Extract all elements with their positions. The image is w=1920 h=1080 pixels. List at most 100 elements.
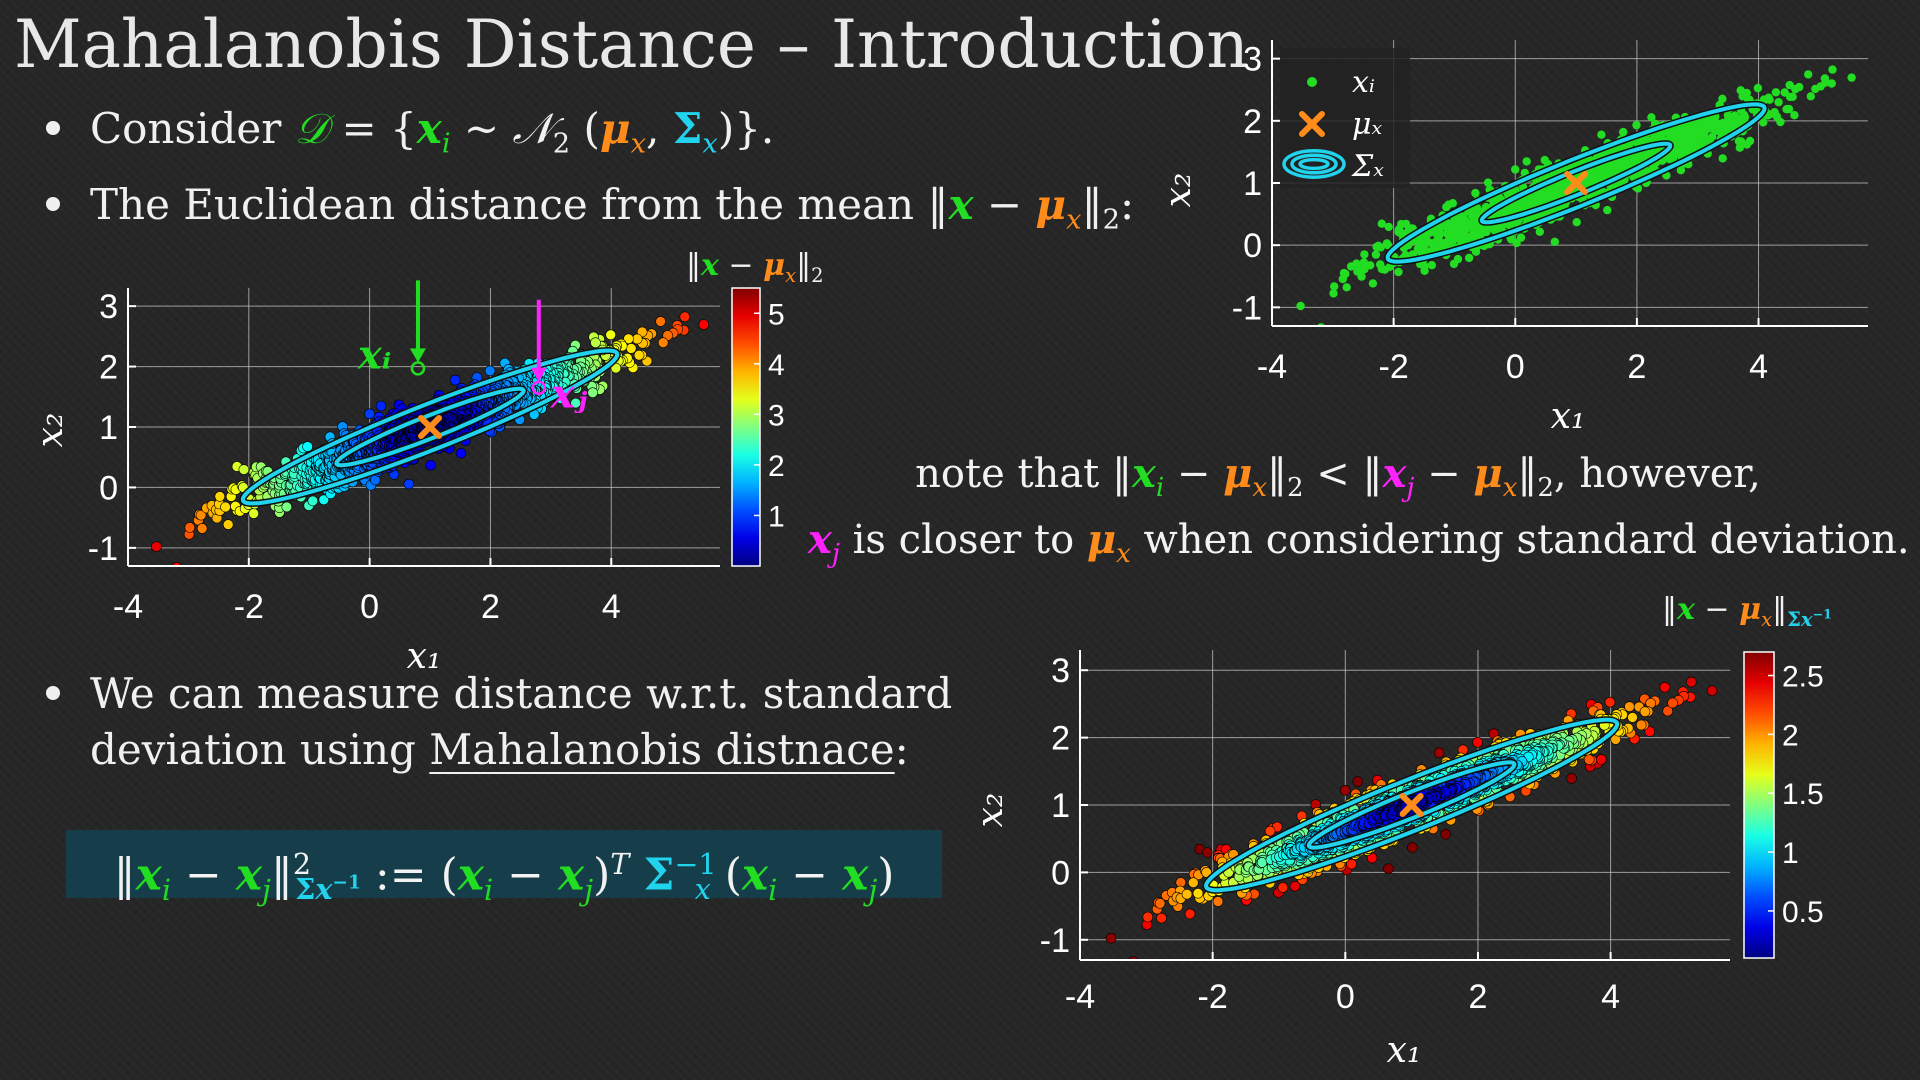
y-tick-label: 3: [1051, 652, 1070, 690]
data-point: [1718, 154, 1727, 163]
data-point: [1731, 675, 1741, 685]
data-point: [1476, 231, 1485, 240]
colorbar-tick-label: 2: [1782, 719, 1799, 752]
data-point: [1689, 138, 1698, 147]
data-point: [1535, 227, 1545, 236]
data-point: [1329, 289, 1338, 298]
y-tick-label: 1: [99, 409, 118, 447]
data-point: [1467, 233, 1476, 242]
data-point: [698, 319, 710, 330]
data-point: [195, 509, 207, 521]
legend-label: Σₓ: [1351, 149, 1384, 184]
bullet-dot: [46, 197, 60, 211]
annotation-arrowhead: [409, 348, 426, 363]
data-point: [1511, 165, 1520, 174]
data-point: [425, 459, 437, 471]
data-point: [1192, 887, 1204, 899]
colorbar-tick-label: 4: [768, 349, 785, 382]
y-tick-label: 1: [1051, 787, 1070, 825]
data-point: [1780, 88, 1789, 97]
y-tick-label: 3: [1243, 41, 1262, 79]
y-tick-label: -1: [1040, 922, 1070, 960]
data-point: [1202, 847, 1213, 858]
data-point: [1656, 132, 1665, 141]
covariance-ellipse: [1479, 141, 1673, 225]
data-point: [1619, 127, 1628, 137]
data-point: [1676, 132, 1685, 142]
data-point: [1847, 73, 1856, 82]
data-point: [1184, 908, 1196, 920]
mean-marker: [1564, 171, 1589, 195]
legend-mean-symbol: [1299, 111, 1325, 137]
annotation-label: xᵢ: [357, 331, 391, 378]
data-point: [1686, 676, 1697, 688]
plot-area: -4 -2 0 2 4 -1 0 1 2 3 x₁ x₂ xᵢ xⱼ 1 2 3 4 5: [30, 280, 785, 677]
colorbar: 0.5 1 1.5 2 2.5: [1743, 651, 1824, 959]
y-tick-label: 1: [1243, 165, 1262, 203]
data-point: [1706, 685, 1718, 697]
data-point: [1784, 104, 1794, 114]
y-tick-label: 0: [99, 469, 118, 507]
data-point: [655, 316, 666, 327]
data-point: [1489, 224, 1499, 233]
colorbar-tick-label: 1: [1782, 837, 1799, 870]
x-tick-label: 4: [602, 588, 621, 626]
data-point: [1522, 157, 1531, 166]
data-point: [1482, 227, 1491, 237]
colorbar-gradient: [731, 287, 761, 567]
data-point: [1659, 681, 1671, 693]
data-point: [1811, 84, 1820, 94]
data-point: [1377, 219, 1387, 228]
data-point: [1460, 218, 1469, 228]
data-point: [318, 494, 330, 506]
data-point: [375, 400, 387, 412]
data-point: [679, 311, 691, 323]
data-point: [1765, 110, 1775, 119]
y-tick-label: 0: [1243, 227, 1262, 265]
bullet-euclidean: The Euclidean distance from the mean ‖x …: [46, 180, 1134, 235]
data-point: [1330, 282, 1339, 291]
data-point: [657, 337, 669, 349]
data-point: [1603, 205, 1612, 215]
data-point: [1156, 912, 1167, 924]
data-point: [1597, 130, 1606, 139]
data-point: [1360, 265, 1369, 274]
data-point: [1371, 250, 1381, 259]
data-point: [1689, 129, 1698, 138]
colorbar-tick-label: 1: [768, 500, 785, 533]
data-point: [1540, 155, 1550, 165]
plot-area: -4 -2 0 2 4 -1 0 1 2 3 x₁ x₂ xᵢ μₓ Σₓ: [1158, 40, 1868, 437]
data-point: [1397, 219, 1406, 229]
bullet1-text: Consider: [90, 104, 282, 153]
x-tick-label: 2: [481, 588, 500, 626]
data-point: [1572, 218, 1581, 227]
data-point: [1738, 92, 1747, 101]
data-point: [1604, 696, 1616, 708]
legend-ellipse-symbol: [1290, 153, 1338, 175]
data-point: [1827, 79, 1836, 88]
annotation-marker: [410, 361, 426, 376]
data-point: [1383, 863, 1394, 875]
data-point: [1512, 238, 1521, 248]
note-line1a: note that: [915, 451, 1100, 497]
covariance-ellipse: [240, 348, 620, 506]
data-point: [1555, 190, 1565, 199]
legend-label: μₓ: [1352, 107, 1382, 142]
slide-title: Mahalanobis Distance – Introduction: [14, 6, 1249, 83]
data-point: [1807, 637, 1817, 647]
x-tick-label: -4: [113, 588, 143, 626]
data-point: [1722, 122, 1731, 131]
data-point: [1360, 250, 1369, 259]
data-point: [1795, 82, 1804, 92]
x-tick-label: -2: [1198, 978, 1228, 1016]
mean-marker: [418, 415, 443, 439]
x-tick-label: -2: [1379, 348, 1409, 386]
data-point: [1821, 78, 1830, 87]
data-point: [403, 478, 415, 490]
data-point: [1639, 151, 1648, 160]
data-point: [1427, 261, 1437, 270]
bullet-consider: Consider 𝒟 = {xi ~ 𝒩2 (μx, Σx)}.: [46, 104, 774, 159]
data-point: [605, 329, 617, 341]
